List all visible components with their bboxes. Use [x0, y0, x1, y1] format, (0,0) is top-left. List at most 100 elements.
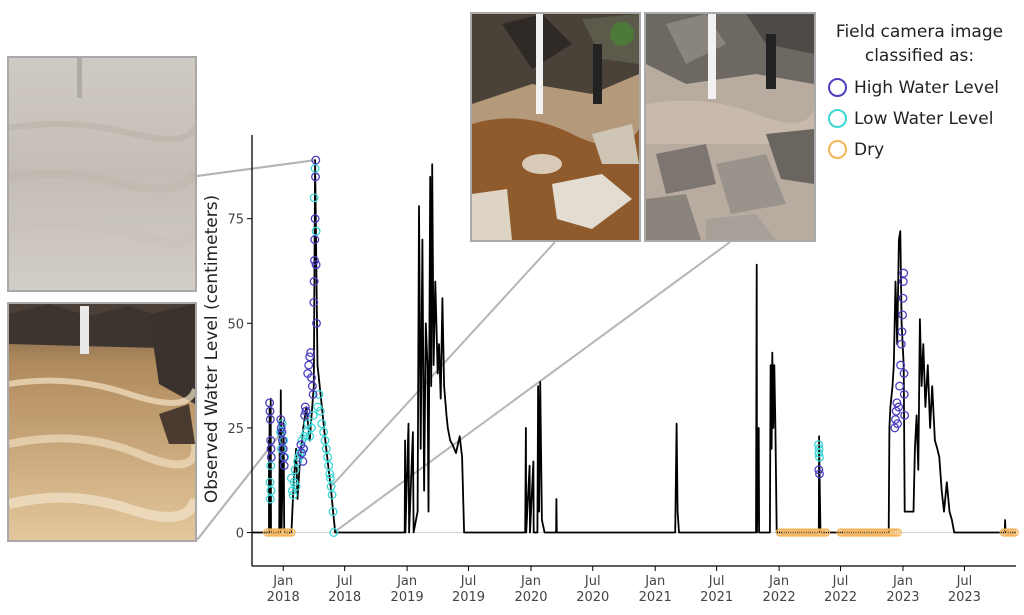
dry-marker [889, 528, 898, 537]
high-water-marker [297, 448, 307, 458]
dry-marker [884, 528, 894, 537]
dry-marker [278, 528, 287, 537]
low-water-marker [815, 452, 824, 462]
high-water-marker [276, 415, 286, 424]
x-tick-label-year: 2018 [328, 590, 361, 605]
dry-marker [869, 528, 878, 537]
high-water-marker [305, 352, 315, 362]
x-tick-label-year: 2023 [948, 590, 981, 605]
x-tick-label-month: Jul [708, 574, 725, 589]
dry-marker [873, 528, 883, 537]
high-water-marker [307, 381, 317, 391]
x-tick-label-year: 2021 [700, 590, 733, 605]
photo-dry-streambed-image [646, 14, 814, 240]
high-water-marker [298, 456, 308, 466]
dry-marker [267, 528, 276, 537]
high-water-marker [895, 381, 905, 391]
dry-marker [817, 528, 826, 537]
low-water-marker [266, 461, 276, 471]
low-water-marker [314, 389, 324, 399]
high-water-marker [265, 398, 275, 408]
high-water-marker [277, 427, 287, 437]
dry-marker [813, 528, 822, 537]
high-water-marker [304, 360, 314, 370]
dry-marker [282, 528, 292, 537]
dry-marker [810, 528, 820, 537]
low-water-marker [320, 436, 330, 445]
dry-marker [793, 528, 802, 537]
axes: 0255075Jan2018Jul2018Jan2019Jul2019Jan20… [227, 135, 1016, 605]
high-water-marker [278, 436, 287, 445]
photo-high-muddy-flow-image [9, 304, 195, 540]
high-water-marker [266, 452, 276, 462]
high-water-marker [310, 214, 320, 224]
high-water-marker [299, 444, 309, 454]
dry-marker [836, 528, 845, 537]
high-water-marker [265, 415, 275, 424]
dry-marker [804, 528, 813, 537]
dry-marker [285, 528, 294, 537]
high-water-swatch-icon [828, 78, 847, 97]
low-water-marker [290, 465, 300, 475]
dry-marker [799, 528, 809, 537]
legend-title-line1: Field camera image [835, 22, 1004, 42]
high-water-marker [900, 410, 910, 420]
dry-marker [287, 528, 296, 537]
dry-marker [788, 528, 798, 537]
low-water-marker [329, 528, 339, 537]
y-tick-label: 75 [227, 213, 244, 228]
dry-marker [791, 528, 800, 537]
dry-marker [1006, 528, 1015, 537]
low-water-marker [293, 456, 302, 466]
high-water-marker [893, 419, 902, 429]
high-water-marker [310, 256, 319, 265]
water-level-line [252, 159, 1016, 534]
x-tick-label-month: Jan [520, 574, 541, 589]
high-water-marker [312, 318, 321, 328]
x-tick-label-year: 2020 [514, 590, 547, 605]
high-water-marker [891, 415, 900, 424]
dry-marker [1008, 528, 1017, 537]
photo-flooded-stream [7, 56, 197, 292]
low-water-marker [325, 469, 335, 479]
high-water-marker [898, 310, 908, 320]
high-water-marker [899, 369, 909, 378]
legend: Field camera image classified as: High W… [822, 20, 1017, 165]
legend-label-high-water: High Water Level [854, 77, 1000, 98]
high-water-marker [309, 277, 319, 286]
legend-title-line2: classified as: [864, 46, 975, 66]
low-water-marker [266, 486, 276, 496]
legend-label-dry: Dry [854, 139, 885, 160]
low-water-marker [265, 494, 275, 504]
photo-flooded-stream-image [9, 58, 195, 290]
high-water-marker [309, 297, 319, 307]
dry-marker [882, 528, 891, 537]
dry-marker [858, 528, 867, 537]
dry-marker [1010, 528, 1020, 537]
dry-marker [851, 528, 861, 537]
high-water-marker [311, 260, 321, 270]
dry-marker [1004, 528, 1013, 537]
low-water-marker [814, 444, 824, 454]
low-water-swatch-icon [828, 109, 847, 128]
legend-item-dry: Dry [822, 134, 1017, 165]
low-water-marker [324, 461, 334, 471]
low-water-marker [323, 452, 333, 462]
high-water-marker [266, 436, 276, 445]
high-water-marker [306, 348, 316, 358]
low-water-marker [288, 490, 298, 500]
dry-marker [838, 528, 847, 537]
legend-item-low-water: Low Water Level [822, 103, 1017, 134]
high-water-marker [896, 339, 906, 349]
low-water-marker [308, 410, 318, 420]
dry-marker [880, 528, 889, 537]
y-tick-label: 0 [236, 527, 244, 542]
x-tick-label-month: Jul [336, 574, 353, 589]
high-water-marker [814, 465, 824, 475]
high-water-marker [308, 389, 318, 399]
high-water-marker [815, 469, 824, 479]
low-water-marker [306, 423, 316, 433]
photo-low-water-pool [470, 12, 641, 242]
high-water-marker [898, 293, 908, 303]
